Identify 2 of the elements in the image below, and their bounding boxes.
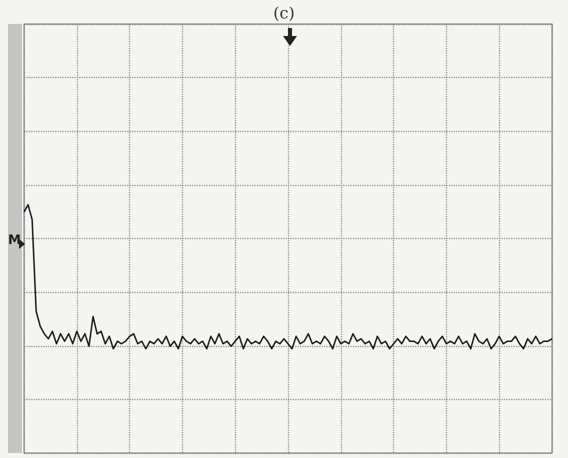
text: M [8,233,21,248]
chart-title: (c) [273,4,295,22]
